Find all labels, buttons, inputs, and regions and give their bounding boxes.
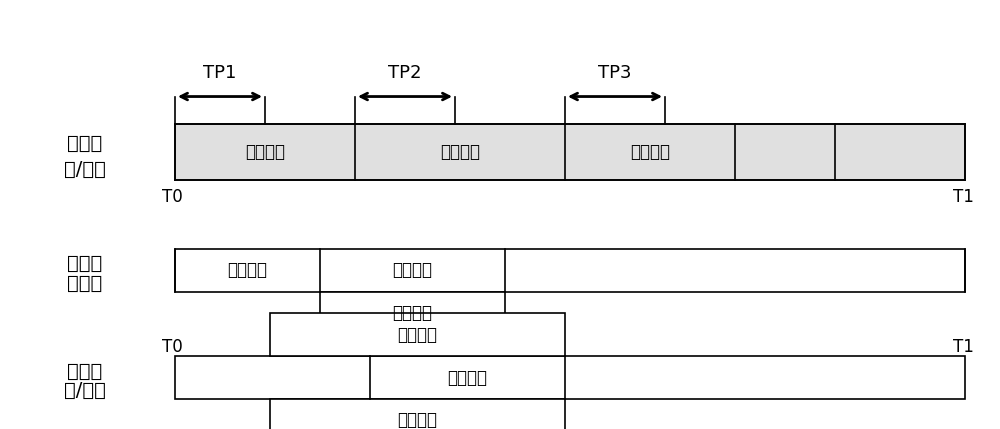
Text: 双站测: 双站测	[67, 254, 103, 273]
Bar	[320, 292, 505, 335]
Text: T0: T0	[162, 338, 182, 356]
Text: 数传窗口: 数传窗口	[392, 304, 432, 322]
Bar	[175, 249, 965, 292]
Text: 观测窗口: 观测窗口	[440, 143, 480, 161]
Text: 数传窗口: 数传窗口	[398, 411, 438, 429]
Text: 观测窗口: 观测窗口	[447, 369, 487, 387]
Bar	[270, 313, 565, 356]
Text: TP3: TP3	[598, 64, 632, 82]
Text: 数传窗口: 数传窗口	[630, 143, 670, 161]
Bar	[270, 399, 565, 429]
Text: 测控窗口: 测控窗口	[398, 326, 438, 344]
Text: 单站测: 单站测	[67, 362, 103, 381]
Text: 测控窗口: 测控窗口	[245, 143, 285, 161]
Text: 控实传: 控实传	[67, 274, 103, 293]
Bar	[175, 124, 965, 180]
Text: T1: T1	[953, 338, 973, 356]
Bar	[175, 356, 965, 399]
Text: 测控窗口: 测控窗口	[228, 261, 268, 279]
Text: T1: T1	[953, 188, 973, 206]
Text: TP2: TP2	[388, 64, 422, 82]
Text: TP1: TP1	[203, 64, 237, 82]
Text: T0: T0	[162, 188, 182, 206]
Text: 双站测: 双站测	[67, 134, 103, 154]
Text: 控/实传: 控/实传	[64, 381, 106, 400]
Text: 观测窗口: 观测窗口	[392, 261, 432, 279]
Text: 控/回放: 控/回放	[64, 160, 106, 178]
